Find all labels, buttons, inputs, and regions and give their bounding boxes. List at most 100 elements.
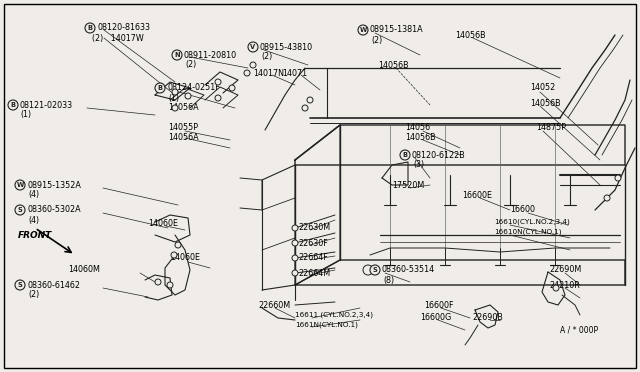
Circle shape — [358, 25, 368, 35]
Text: (2): (2) — [371, 35, 382, 45]
Text: 16600: 16600 — [510, 205, 535, 215]
Text: 14055P: 14055P — [168, 124, 198, 132]
Text: B: B — [10, 102, 15, 108]
Circle shape — [15, 180, 25, 190]
Circle shape — [307, 97, 313, 103]
Text: 08915-1352A: 08915-1352A — [27, 180, 81, 189]
Text: 08915-1381A: 08915-1381A — [370, 26, 424, 35]
Text: B: B — [88, 25, 93, 31]
Text: 16600E: 16600E — [462, 190, 492, 199]
Text: 14060E: 14060E — [148, 218, 178, 228]
Circle shape — [172, 105, 178, 111]
Text: FRONT: FRONT — [18, 231, 52, 240]
Text: 22630F: 22630F — [298, 238, 328, 247]
Circle shape — [155, 279, 161, 285]
Circle shape — [155, 83, 165, 93]
Circle shape — [615, 175, 621, 181]
Text: (4): (4) — [28, 215, 39, 224]
Text: 1661N(CYL.NO.1): 1661N(CYL.NO.1) — [295, 322, 358, 328]
Circle shape — [229, 85, 235, 91]
Text: 16600G: 16600G — [420, 314, 451, 323]
Text: 14056B: 14056B — [455, 31, 486, 39]
Text: 16610(CYL.NO.2,3,4): 16610(CYL.NO.2,3,4) — [494, 219, 570, 225]
Circle shape — [8, 100, 18, 110]
Text: 08915-43810: 08915-43810 — [260, 42, 313, 51]
Text: 14071: 14071 — [282, 68, 307, 77]
Circle shape — [215, 79, 221, 85]
Text: 22690B: 22690B — [472, 314, 503, 323]
Circle shape — [15, 280, 25, 290]
Text: A / * 000P: A / * 000P — [560, 326, 598, 334]
Circle shape — [553, 285, 559, 291]
Text: S: S — [372, 267, 378, 273]
Circle shape — [175, 242, 181, 248]
Circle shape — [244, 70, 250, 76]
Text: 22630M: 22630M — [298, 224, 330, 232]
Circle shape — [292, 225, 298, 231]
Text: 14056B: 14056B — [405, 134, 436, 142]
Text: 14056B: 14056B — [378, 61, 408, 70]
Text: 08121-02033: 08121-02033 — [20, 100, 73, 109]
Circle shape — [172, 50, 182, 60]
Circle shape — [172, 89, 178, 95]
Text: N: N — [174, 52, 180, 58]
Text: 14056A: 14056A — [168, 134, 198, 142]
Text: (4): (4) — [28, 190, 39, 199]
Text: 08360-53514: 08360-53514 — [382, 266, 435, 275]
Text: 14017N: 14017N — [253, 68, 284, 77]
Text: 22664F: 22664F — [298, 253, 328, 263]
Text: (1): (1) — [168, 93, 179, 103]
Circle shape — [167, 282, 173, 288]
Text: B: B — [403, 152, 408, 158]
Text: V: V — [250, 44, 255, 50]
Circle shape — [185, 93, 191, 99]
Text: (1): (1) — [20, 110, 31, 119]
Circle shape — [363, 265, 373, 275]
Text: W: W — [360, 27, 367, 33]
Text: 17520M: 17520M — [392, 180, 424, 189]
Text: 14056A: 14056A — [168, 103, 198, 112]
Circle shape — [248, 42, 258, 52]
Text: (2): (2) — [28, 291, 39, 299]
Text: 08360-5302A: 08360-5302A — [27, 205, 81, 215]
Text: (2): (2) — [185, 61, 196, 70]
Text: 22690M: 22690M — [549, 266, 581, 275]
Text: B: B — [157, 85, 163, 91]
Text: S: S — [18, 207, 22, 213]
Circle shape — [85, 23, 95, 33]
Text: 22660M: 22660M — [258, 301, 290, 310]
Text: 16611 (CYL.NO.2,3,4): 16611 (CYL.NO.2,3,4) — [295, 312, 373, 318]
Circle shape — [250, 62, 256, 68]
Circle shape — [292, 255, 298, 261]
Circle shape — [15, 205, 25, 215]
Circle shape — [400, 150, 410, 160]
Text: 08124-0251F: 08124-0251F — [167, 83, 220, 93]
Text: (2): (2) — [261, 52, 272, 61]
Text: 14056B: 14056B — [530, 99, 561, 108]
Text: W: W — [17, 182, 24, 188]
Circle shape — [370, 265, 380, 275]
Text: 24210R: 24210R — [549, 280, 580, 289]
Text: 08120-6122B: 08120-6122B — [412, 151, 466, 160]
Text: (2)   14017W: (2) 14017W — [92, 33, 144, 42]
Text: 14875P: 14875P — [536, 124, 566, 132]
Text: 14052: 14052 — [530, 83, 556, 93]
Circle shape — [604, 195, 610, 201]
Circle shape — [171, 252, 177, 258]
Text: 08120-81633: 08120-81633 — [97, 23, 150, 32]
Text: 08911-20810: 08911-20810 — [184, 51, 237, 60]
Text: 16600F: 16600F — [424, 301, 454, 310]
Circle shape — [302, 105, 308, 111]
Text: (3): (3) — [413, 160, 424, 170]
Text: (8): (8) — [383, 276, 394, 285]
Circle shape — [292, 240, 298, 246]
Text: 08360-61462: 08360-61462 — [27, 280, 80, 289]
Circle shape — [215, 95, 221, 101]
Text: 14060M: 14060M — [68, 266, 100, 275]
Text: S: S — [18, 282, 22, 288]
Text: 16610N(CYL.NO.1): 16610N(CYL.NO.1) — [494, 229, 561, 235]
Circle shape — [292, 270, 298, 276]
Text: 14060E: 14060E — [170, 253, 200, 263]
Text: 14056: 14056 — [405, 124, 430, 132]
Text: 22664M: 22664M — [298, 269, 330, 278]
